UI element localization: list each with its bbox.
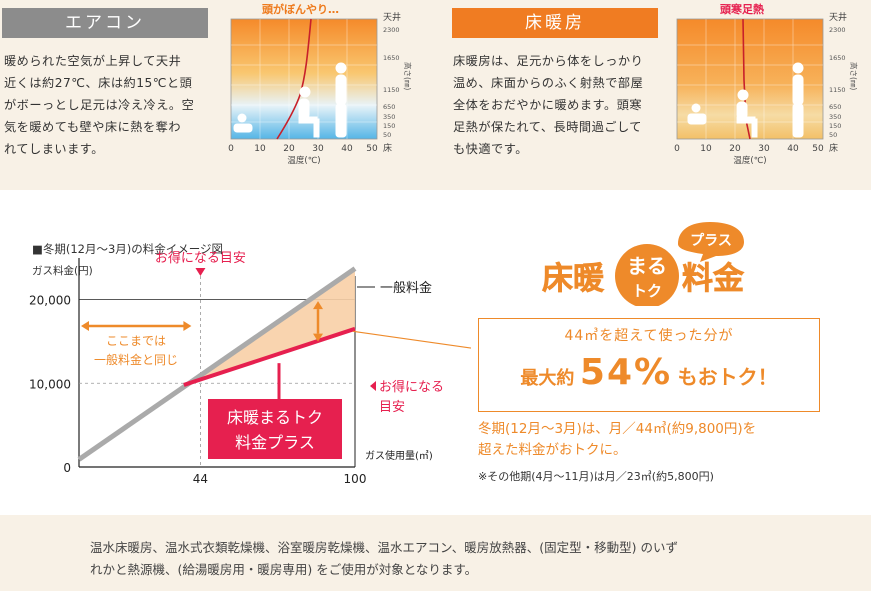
height-axis-label: 高さ(㎜) <box>849 62 859 90</box>
right-note-marker <box>370 381 376 391</box>
floor-heating-temperature-diagram: 頭寒足熱 天井 床 2300 1650 1150 650 350 150 50 … <box>668 0 868 172</box>
height-axis-label: 高さ(㎜) <box>403 62 413 90</box>
height-tick: 50 <box>829 131 837 139</box>
floor-line: 足熱が保たれて、長時間過ごして <box>453 120 642 134</box>
height-tick: 650 <box>383 103 395 111</box>
x-tick: 50 <box>812 144 824 154</box>
x-tick-label: 44 <box>193 472 208 486</box>
x-tick: 40 <box>787 144 799 154</box>
height-tick: 350 <box>383 113 395 121</box>
left-note-line: 一般料金と同じ <box>94 352 178 367</box>
aircon-line: がボーっとし足元は冷え冷え。空 <box>4 98 195 112</box>
x-tick: 10 <box>254 144 266 154</box>
chart-title: ■冬期(12月～3月)の料金イメージ図 <box>32 242 223 256</box>
aircon-line: 暖められた空気が上昇して天井 <box>4 54 182 68</box>
height-tick: 2300 <box>383 26 400 34</box>
plan-box-line: 床暖まるトク <box>227 408 323 427</box>
floor-label: 床 <box>383 142 392 154</box>
height-tick: 1150 <box>383 86 400 94</box>
y-tick-label: 10,000 <box>29 377 71 391</box>
promo-box <box>478 318 820 412</box>
aircon-line: 近くは約27℃、床は約15℃と頭 <box>4 76 193 90</box>
plan-box <box>208 399 342 459</box>
x-tick: 40 <box>341 144 353 154</box>
height-tick: 650 <box>829 103 841 111</box>
aircon-caption: 頭がぼんやり… <box>262 2 339 16</box>
promo-percent: 54% <box>579 352 673 393</box>
promo-note: ※その他期(4月～11月)は月／23㎥(約5,800円) <box>478 470 714 483</box>
aircon-description: 暖められた空気が上昇して天井 近くは約27℃、床は約15℃と頭 がボーっとし足元… <box>4 50 214 160</box>
x-axis-label: ガス使用量(㎥) <box>365 449 433 462</box>
ceiling-label: 天井 <box>829 11 847 23</box>
right-note-line: 目安 <box>379 400 405 415</box>
height-tick: 1650 <box>829 54 846 62</box>
right-note-line: お得になる <box>379 379 444 395</box>
height-tick: 150 <box>383 122 395 130</box>
floor-line: 温め、床面からのふく射熱で部屋 <box>453 76 644 90</box>
aircon-badge: エアコン <box>2 8 208 38</box>
x-tick: 20 <box>283 144 295 154</box>
floor-line: も快適です。 <box>453 142 528 156</box>
x-tick: 0 <box>228 144 234 154</box>
floor-caption: 頭寒足熱 <box>720 2 764 16</box>
y-axis-label: ガス料金(円) <box>32 264 93 277</box>
height-tick: 2300 <box>829 26 846 34</box>
height-tick: 1150 <box>829 86 846 94</box>
x-tick: 20 <box>729 144 741 154</box>
x-tick: 0 <box>674 144 680 154</box>
promo-headline: 最大約 54% もおトク！ <box>478 352 820 393</box>
left-note-line: ここまでは <box>106 334 166 348</box>
promo-description: 冬期(12月～3月)は、月／44㎥(約9,800円)を 超えた料金がおトクに。 <box>478 419 838 461</box>
ceiling-label: 天井 <box>383 11 401 23</box>
promo-logo: プラス 床暖 まる トク 料金 <box>540 216 780 308</box>
floor-heating-badge: 床暖房 <box>452 8 658 38</box>
promo-condition: 44㎥を超えて使った分が <box>564 328 734 344</box>
promo-desc-line: 冬期(12月～3月)は、月／44㎥(約9,800円)を <box>478 421 757 437</box>
promo-desc-line: 超えた料金がおトクに。 <box>478 442 627 458</box>
x-axis-label: 温度(℃) <box>733 155 766 166</box>
x-tick: 30 <box>758 144 770 154</box>
height-tick: 150 <box>829 122 841 130</box>
x-tick: 50 <box>366 144 378 154</box>
range-arrow-right-head <box>183 321 192 331</box>
x-axis-label: 温度(℃) <box>287 155 320 166</box>
footer-line: 温水床暖房、温水式衣類乾燥機、浴室暖房乾燥機、温水エアコン、暖房放熱器、(固定型… <box>90 540 678 555</box>
savings-arrow-down-head <box>313 333 323 342</box>
general-label: 一般料金 <box>380 280 432 296</box>
footer-note: 温水床暖房、温水式衣類乾燥機、浴室暖房乾燥機、温水エアコン、暖房放熱器、(固定型… <box>90 537 830 581</box>
height-tick: 350 <box>829 113 841 121</box>
promo-title-floorheat: 床暖 <box>542 261 605 297</box>
aircon-temperature-diagram: 頭がぼんやり… 天井 床 2300 1650 1150 650 350 150 … <box>222 0 422 172</box>
floor-line: 床暖房は、足元から体をしっかり <box>453 54 644 68</box>
y-tick-label: 20,000 <box>29 294 71 308</box>
promo-suffix: もおトク！ <box>677 365 778 389</box>
footer-line: れかと熱源機、(給湯暖房用・暖房専用) をご使用が対象となります。 <box>90 562 478 577</box>
threshold-label: お得になる目安 <box>155 250 246 266</box>
floor-line: 全体をおだやかに暖めます。頭寒 <box>453 98 643 112</box>
aircon-line: れてしまいます。 <box>4 142 104 156</box>
y-tick-label: 0 <box>63 461 71 475</box>
promo-leader-line <box>352 330 471 349</box>
threshold-marker <box>195 268 206 276</box>
plus-label: プラス <box>690 233 732 249</box>
x-tick-label: 100 <box>344 472 367 486</box>
promo-title-fee: 料金 <box>682 261 745 297</box>
promo-title-maru: まる <box>627 254 667 278</box>
height-tick: 1650 <box>383 54 400 62</box>
range-arrow-left-head <box>81 321 89 331</box>
floor-label: 床 <box>829 142 838 154</box>
aircon-line: 気を暖めても壁や床に熱を奪わ <box>4 120 182 134</box>
savings-arrow-up-head <box>313 301 323 310</box>
series-line-plan <box>183 326 356 387</box>
x-tick: 30 <box>312 144 324 154</box>
floor-heating-description: 床暖房は、足元から体をしっかり 温め、床面からのふく射熱で部屋 全体をおだやかに… <box>453 50 668 160</box>
promo-title-toku: トク <box>632 282 662 300</box>
height-tick: 50 <box>383 131 391 139</box>
promo-max-prefix: 最大約 <box>520 368 575 389</box>
fee-image-chart: ■冬期(12月～3月)の料金イメージ図 ガス料金(円) 0 10,000 20,00… <box>29 242 471 486</box>
plan-box-line: 料金プラス <box>235 433 315 452</box>
x-tick: 10 <box>700 144 712 154</box>
series-line-general <box>77 266 357 462</box>
